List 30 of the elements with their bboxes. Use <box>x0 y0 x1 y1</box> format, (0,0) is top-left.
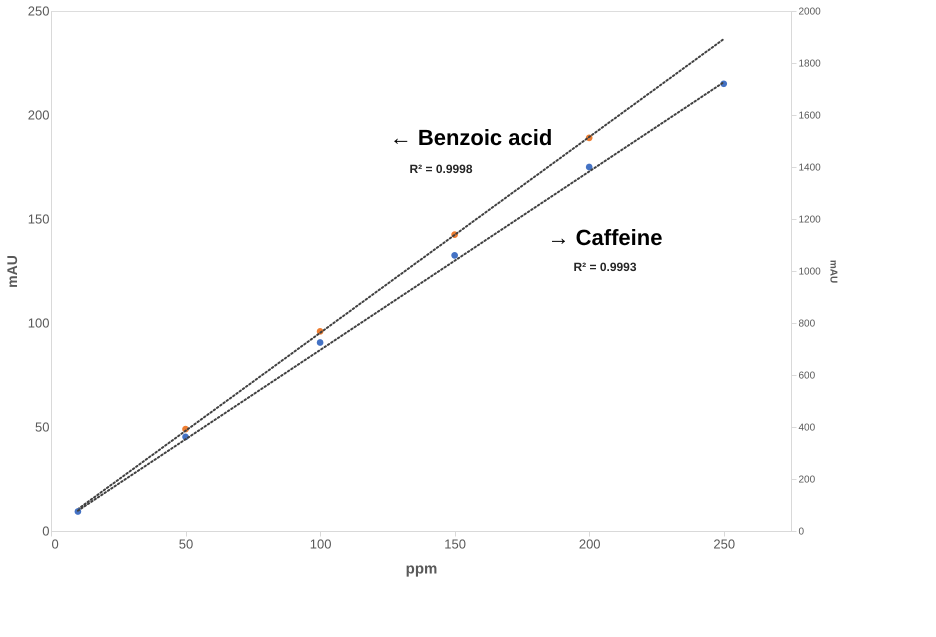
y2-tick-label: 1200 <box>798 214 822 226</box>
y2-tick-label: 0 <box>798 526 804 538</box>
y2-tick-label: 1600 <box>798 110 822 122</box>
y-tick-label: 150 <box>28 212 50 226</box>
y2-tick-label: 1000 <box>798 266 822 278</box>
annotation: ← Benzoic acid <box>390 125 552 150</box>
y2-tick-label: 400 <box>798 422 816 434</box>
x-tick-label: 100 <box>310 536 332 552</box>
y2-tick-label: 1400 <box>798 162 822 174</box>
y-tick-label: 50 <box>35 420 50 434</box>
x-tick-label: 50 <box>178 536 194 552</box>
y2-axis-title: mAU <box>828 260 839 284</box>
y2-tick-label: 200 <box>798 474 816 486</box>
annotation: → Caffeine <box>548 225 662 250</box>
annotation: R² = 0.9993 <box>573 260 637 274</box>
y-axis-title: mAU <box>4 255 20 288</box>
y-tick-label: 0 <box>42 524 50 538</box>
y2-tick-label: 800 <box>798 318 816 330</box>
y-tick-label: 200 <box>28 108 50 122</box>
y2-tick-label: 600 <box>798 370 816 382</box>
x-tick-label: 150 <box>444 536 466 552</box>
y-tick-label: 100 <box>28 316 50 330</box>
x-tick-label: 250 <box>713 536 736 552</box>
x-tick-label: 200 <box>578 536 601 552</box>
x-axis-title: ppm <box>406 560 438 578</box>
annotation: R² = 0.9998 <box>409 162 473 176</box>
y2-tick-label: 2000 <box>798 6 822 18</box>
x-tick-label: 0 <box>52 536 59 552</box>
y2-tick-label: 1800 <box>798 58 822 70</box>
y-tick-label: 250 <box>28 4 50 18</box>
